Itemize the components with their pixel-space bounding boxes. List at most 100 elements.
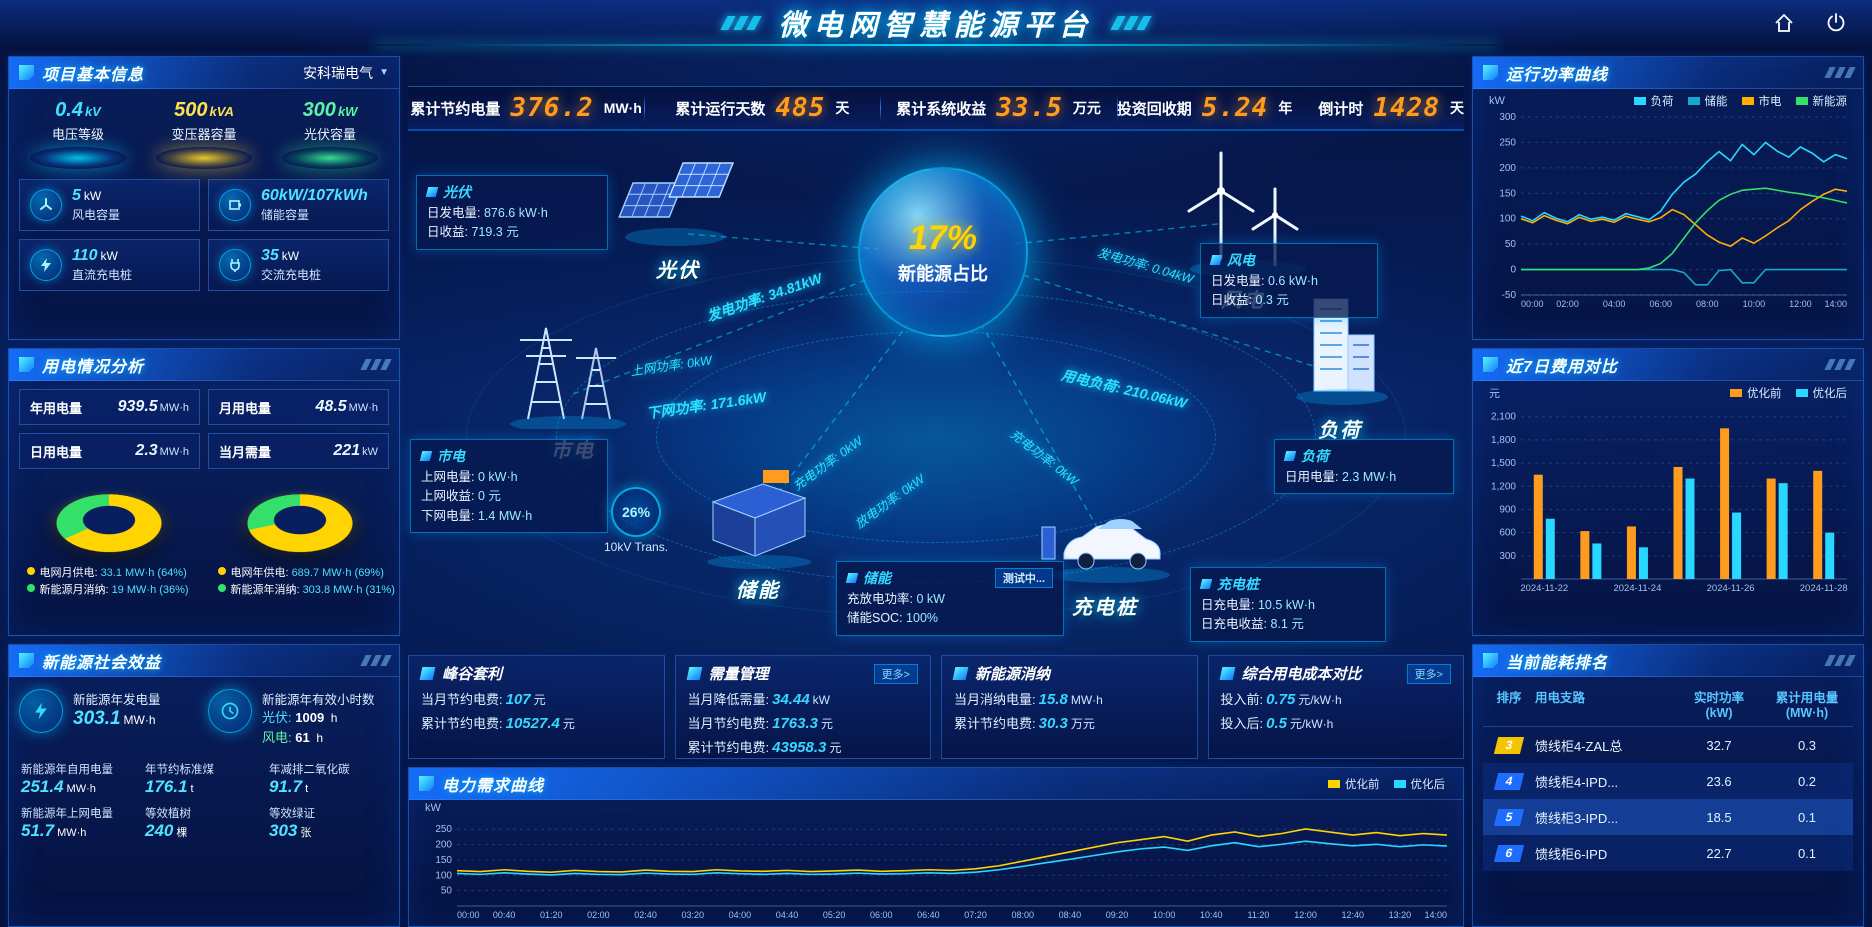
svg-text:50: 50 — [1505, 239, 1517, 250]
ac-charger-stat: 35 kW 交流充电桩 — [208, 239, 389, 291]
benefit-cell: 等效绿证 303 张 — [269, 808, 315, 840]
kpi-total-income: 累计系统收益 33.5 万元 — [880, 87, 1116, 129]
legend-swatch — [1687, 97, 1700, 105]
svg-text:02:00: 02:00 — [1556, 299, 1579, 309]
panel-title: 项目基本信息 — [42, 66, 145, 84]
svg-text:08:00: 08:00 — [1011, 910, 1034, 920]
realtime-power: 32.7 — [1706, 737, 1732, 753]
benefits-grid: 新能源年自用电量 251.4 MW·h 年节约标准煤 176.1 t 年减排二氧化碳 91… — [9, 751, 399, 851]
svg-text:250: 250 — [435, 824, 452, 835]
svg-text:50: 50 — [441, 886, 453, 897]
charger-info-box: 充电桩 日充电量: 10.5 kW·h 日充电收益: 8.1 元 — [1190, 567, 1386, 642]
panel-glyph-icon — [1483, 653, 1498, 668]
wind-fan-icon — [30, 189, 62, 221]
stat-label: 直流充电桩 — [72, 268, 133, 282]
charger-node[interactable]: 充电桩 — [1030, 491, 1180, 620]
power-button[interactable] — [1820, 7, 1852, 39]
stat-label: 日用电量 — [30, 444, 83, 460]
total-energy: 0.2 — [1797, 773, 1817, 789]
charger-node-label: 充电桩 — [1072, 597, 1138, 619]
box-tick-icon — [425, 187, 439, 197]
table-row[interactable]: 5 馈线柜3-IPD... 18.5 0.1 — [1483, 799, 1853, 835]
ranking-panel: 当前能耗排名 排序 用电支路 实时功率 (kW) 累计用电量 (MW·h) 3 … — [1472, 644, 1864, 927]
stat-unit: MW·h — [159, 402, 189, 414]
year-donut-chart — [238, 494, 361, 553]
rank-badge: 6 — [1493, 844, 1525, 862]
more-button[interactable]: 更多> — [1406, 663, 1451, 684]
svg-text:2024-11-24: 2024-11-24 — [1613, 583, 1661, 594]
legend-item[interactable]: 优化前 — [1730, 385, 1782, 401]
pv-node[interactable]: 光伏 — [613, 149, 743, 283]
ev-car-icon — [1041, 519, 1170, 583]
grid-info-box: 市电 上网电量: 0 kW·h 上网收益: 0 元 下网电量: 1.4 MW·h — [410, 439, 608, 534]
legend-item[interactable]: 储能 — [1687, 93, 1728, 109]
legend-item[interactable]: 负荷 — [1633, 93, 1674, 109]
legend-swatch — [1795, 97, 1808, 105]
svg-text:14:00: 14:00 — [1424, 910, 1447, 920]
svg-text:12:00: 12:00 — [1294, 910, 1317, 920]
title-right-decoration — [1109, 16, 1152, 30]
pad-label: 变压器容量 — [171, 127, 237, 142]
legend-item[interactable]: 市电 — [1741, 93, 1782, 109]
legend-item: 电网年供电: 689.7 MW·h (69%) — [217, 565, 388, 582]
legend-swatch — [1741, 97, 1754, 105]
svg-text:150: 150 — [1499, 188, 1516, 199]
legend-item[interactable]: 优化后 — [1795, 385, 1847, 401]
svg-text:00:00: 00:00 — [1521, 299, 1544, 309]
legend-item[interactable]: 优化后 — [1393, 776, 1445, 792]
benefit-cell: 新能源年自用电量 251.4 MW·h — [21, 764, 113, 796]
renewable-dot-icon — [217, 584, 226, 593]
svg-text:00:00: 00:00 — [457, 910, 480, 920]
svg-text:06:00: 06:00 — [870, 910, 893, 920]
storage-node[interactable]: 储能 — [693, 464, 823, 603]
svg-text:300: 300 — [1499, 112, 1516, 123]
legend-item[interactable]: 优化前 — [1328, 776, 1380, 792]
panel-title: 当前能耗排名 — [1506, 654, 1609, 672]
page-title: 微电网智慧能源平台 — [778, 10, 1094, 42]
legend-item: 电网月供电: 33.1 MW·h (64%) — [26, 565, 197, 582]
svg-text:11:20: 11:20 — [1247, 910, 1269, 920]
demand-curve-chart: 50 100 150 200 250 00:00 00:40 01:20 02:00 02:40 0… — [417, 814, 1455, 922]
svg-text:2024-11-28: 2024-11-28 — [1800, 583, 1848, 594]
usage-donuts: 电网月供电: 33.1 MW·h (64%) 新能源月消纳: 19 MW·h (36… — [9, 471, 399, 599]
renewable-share-label: 新能源占比 — [898, 263, 988, 284]
svg-text:12:00: 12:00 — [1789, 299, 1812, 309]
more-button[interactable]: 更多> — [873, 663, 918, 684]
renewable-dot-icon — [26, 584, 35, 593]
transformer-badge: 26% 10kV Trans. — [604, 487, 668, 554]
project-info-panel: 项目基本信息 安科瑞电气 ▼ 0.4 kV 电压等级 500 kVA 变压器容量 — [8, 56, 400, 340]
stat-unit: kW — [100, 249, 118, 263]
branch-name: 馈线柜4-ZAL总 — [1535, 738, 1623, 754]
benefit-cell: 新能源年上网电量 51.7 MW·h — [21, 808, 113, 840]
transformer-label: 10kV Trans. — [604, 540, 669, 554]
storage-status-badge[interactable]: 测试中... — [994, 568, 1053, 588]
table-row[interactable]: 3 馈线柜4-ZAL总 32.7 0.3 — [1483, 727, 1853, 763]
svg-text:09:20: 09:20 — [1106, 910, 1129, 920]
stat-label: 月用电量 — [219, 400, 272, 416]
dc-bolt-icon — [30, 249, 62, 281]
table-row[interactable]: 4 馈线柜4-IPD... 23.6 0.2 — [1483, 763, 1853, 799]
pad-label: 电压等级 — [51, 127, 104, 142]
svg-text:04:00: 04:00 — [1603, 299, 1626, 309]
company-dropdown[interactable]: 安科瑞电气 ▼ — [303, 63, 389, 83]
ac-plug-icon — [219, 249, 251, 281]
branch-name: 馈线柜3-IPD... — [1535, 810, 1619, 826]
svg-text:03:20: 03:20 — [681, 910, 704, 920]
table-row[interactable]: 6 馈线柜6-IPD 22.7 0.1 — [1483, 835, 1853, 871]
day-usage-stat: 日用电量 2.3 MW·h — [19, 433, 200, 469]
power-icon — [1827, 13, 1845, 32]
svg-text:05:20: 05:20 — [823, 910, 846, 920]
svg-text:150: 150 — [435, 855, 452, 866]
legend-item[interactable]: 新能源 — [1795, 93, 1847, 109]
usage-analysis-panel: 用电情况分析 年用电量 939.5 MW·h 月用电量 48.5 MW·h 日用电量… — [8, 348, 400, 636]
svg-text:10:00: 10:00 — [1743, 299, 1766, 309]
svg-text:08:00: 08:00 — [1696, 299, 1719, 309]
social-benefits-panel: 新能源社会效益 新能源年发电量 303.1 MW·h — [8, 644, 400, 927]
wind-capacity-stat: 5 kW 风电容量 — [19, 179, 200, 231]
project-info-header: 项目基本信息 安科瑞电气 ▼ — [9, 57, 399, 89]
title-left-decoration — [720, 16, 763, 30]
panel-glyph-icon — [419, 776, 434, 791]
pad-unit: kW — [337, 104, 358, 119]
home-button[interactable] — [1768, 7, 1800, 39]
cost-compare-header: 近7日费用对比 — [1473, 349, 1863, 381]
